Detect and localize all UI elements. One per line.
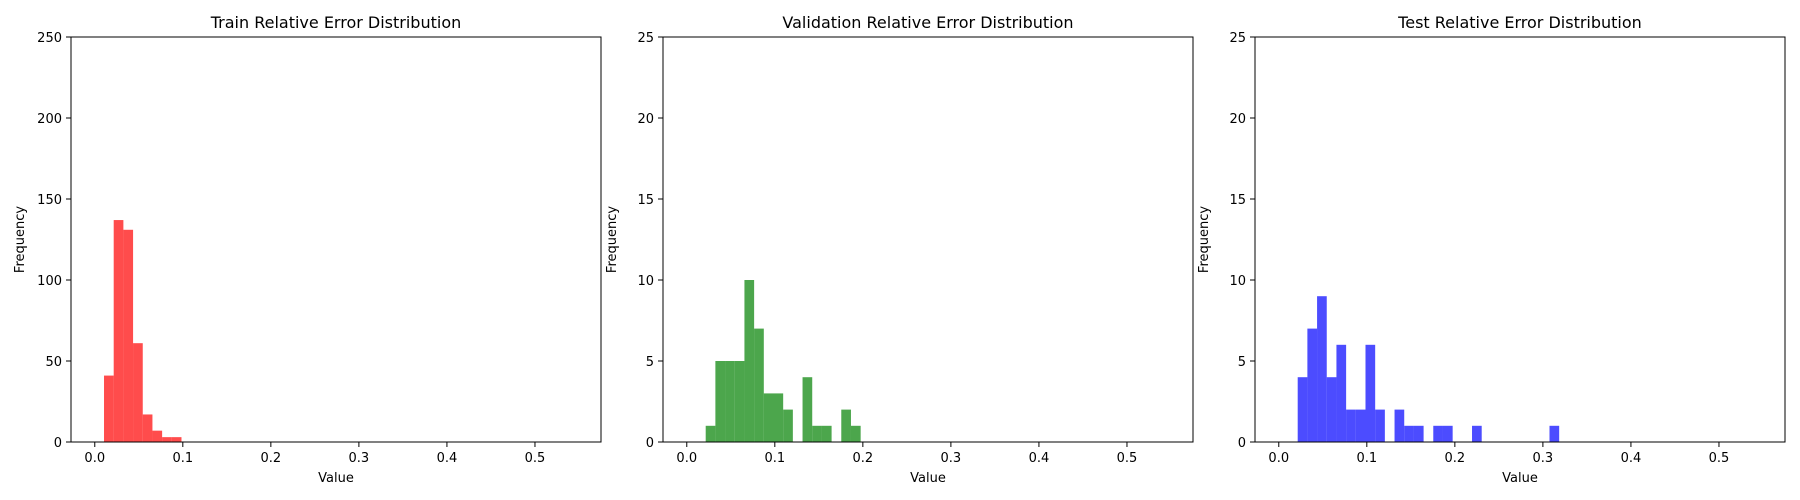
y-tick-label: 0 — [646, 436, 654, 451]
histogram-bar — [162, 437, 172, 442]
chart-train: 0.0 0.1 0.2 0.3 0.4 0.5 0 50 100 150 200 250 Train R… — [13, 13, 602, 486]
x-tick-label: 0.4 — [1621, 451, 1642, 466]
histogram-bar — [1365, 344, 1376, 442]
histogram-bar — [773, 393, 784, 442]
histogram-bar — [1413, 425, 1424, 442]
x-tick-label: 0.0 — [84, 451, 105, 466]
axes-frame — [70, 36, 602, 443]
x-tick-label: 0.5 — [1709, 451, 1730, 466]
y-tick-label: 5 — [1238, 355, 1246, 370]
histogram-bar — [802, 377, 813, 442]
y-tick-label: 20 — [637, 112, 654, 127]
y-tick-label: 5 — [646, 355, 654, 370]
y-tick-label: 0 — [54, 436, 62, 451]
y-tick-label: 10 — [637, 274, 654, 289]
chart-validation: 0.0 0.1 0.2 0.3 0.4 0.5 0 5 10 15 20 25 Validation R… — [605, 13, 1194, 486]
x-axis-label: Value — [910, 471, 946, 486]
histogram-bar — [1297, 377, 1308, 442]
x-axis-label: Value — [1502, 471, 1538, 486]
histogram-bar — [705, 425, 716, 442]
histogram-bar — [783, 409, 793, 442]
axes-frame — [1254, 36, 1786, 443]
histogram-bar — [1549, 425, 1560, 442]
histogram-bar — [763, 393, 774, 442]
histogram-bar — [1442, 425, 1453, 442]
x-tick-label: 0.3 — [349, 451, 370, 466]
y-tick-label: 0 — [1238, 436, 1246, 451]
y-tick-label: 10 — [1229, 274, 1246, 289]
histogram-bar — [744, 280, 755, 442]
histogram-bar — [1394, 409, 1405, 442]
x-tick-label: 0.3 — [1533, 451, 1554, 466]
histogram-bar — [850, 425, 861, 442]
histogram-bar — [1404, 425, 1414, 442]
y-tick-label: 100 — [37, 274, 62, 289]
histogram-bar — [821, 425, 832, 442]
y-tick-label: 15 — [637, 193, 654, 208]
y-axis-label: Frequency — [605, 206, 620, 273]
histogram-bar — [754, 328, 764, 442]
x-tick-label: 0.0 — [676, 451, 697, 466]
x-tick-label: 0.0 — [1268, 451, 1289, 466]
histogram-bar — [1326, 377, 1337, 442]
histogram-bar — [123, 229, 134, 442]
y-axis-label: Frequency — [13, 206, 28, 273]
y-tick-label: 20 — [1229, 112, 1246, 127]
histogram-bar — [1336, 344, 1347, 442]
histogram-bar — [113, 220, 124, 442]
y-tick-label: 15 — [1229, 193, 1246, 208]
x-tick-label: 0.3 — [941, 451, 962, 466]
x-tick-label: 0.2 — [1445, 451, 1466, 466]
axes-frame — [662, 36, 1194, 443]
y-tick-label: 50 — [45, 355, 62, 370]
chart-test: 0.0 0.1 0.2 0.3 0.4 0.5 0 5 10 15 20 25 Test Relativ… — [1197, 13, 1786, 486]
histogram-bar — [1346, 409, 1356, 442]
x-tick-label: 0.4 — [1029, 451, 1050, 466]
histogram-bar — [1317, 296, 1327, 442]
histogram-bar — [1307, 328, 1318, 442]
chart-title: Train Relative Error Distribution — [210, 13, 462, 32]
x-tick-label: 0.5 — [1117, 451, 1138, 466]
x-tick-label: 0.5 — [525, 451, 546, 466]
x-tick-label: 0.1 — [764, 451, 785, 466]
histogram-bar — [841, 409, 851, 442]
chart-title: Validation Relative Error Distribution — [782, 13, 1073, 32]
histogram-bar — [104, 375, 114, 442]
histogram-bar — [133, 343, 143, 442]
x-tick-label: 0.2 — [261, 451, 282, 466]
x-axis-label: Value — [318, 471, 354, 486]
histogram-bar — [734, 361, 745, 442]
histogram-bar — [142, 414, 153, 442]
y-tick-label: 250 — [37, 31, 62, 46]
y-tick-label: 200 — [37, 112, 62, 127]
histogram-bar — [1355, 409, 1366, 442]
histogram-bar — [1375, 409, 1385, 442]
chart-title: Test Relative Error Distribution — [1397, 13, 1642, 32]
x-tick-label: 0.1 — [1356, 451, 1377, 466]
x-tick-label: 0.2 — [853, 451, 874, 466]
histogram-bar — [812, 425, 822, 442]
x-tick-label: 0.1 — [172, 451, 193, 466]
histogram-bar — [171, 437, 182, 442]
histogram-bar — [152, 430, 163, 442]
histogram-bar — [1472, 425, 1482, 442]
y-tick-label: 150 — [37, 193, 62, 208]
y-axis-label: Frequency — [1197, 206, 1212, 273]
histogram-bar — [725, 361, 735, 442]
histogram-bar — [715, 361, 726, 442]
x-tick-label: 0.4 — [437, 451, 458, 466]
y-tick-label: 25 — [637, 31, 654, 46]
y-tick-label: 25 — [1229, 31, 1246, 46]
histogram-bar — [1433, 425, 1443, 442]
